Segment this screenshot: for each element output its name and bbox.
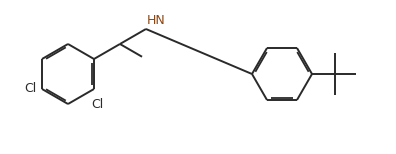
Text: Cl: Cl (24, 83, 36, 95)
Text: Cl: Cl (91, 98, 103, 111)
Text: HN: HN (147, 14, 166, 27)
